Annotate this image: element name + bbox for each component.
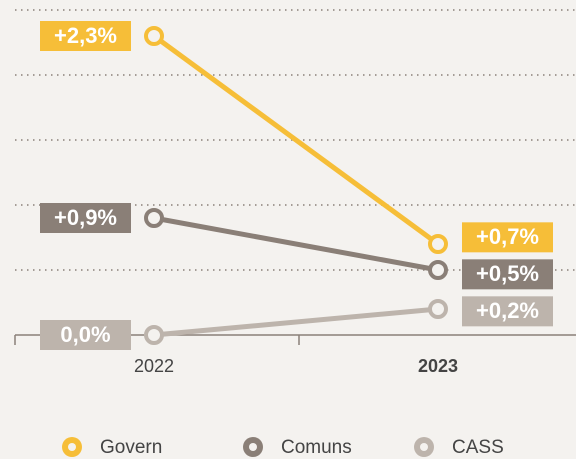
legend-label: Comuns: [281, 437, 352, 458]
legend-label: CASS: [452, 437, 504, 458]
value-label-text: +0,9%: [54, 205, 117, 230]
value-label-text: +2,3%: [54, 23, 117, 48]
legend-label: Govern: [100, 437, 162, 458]
label-box: [40, 203, 131, 233]
value-label: 0,0%: [40, 320, 131, 350]
point: [144, 26, 164, 46]
legend-marker-inner: [68, 443, 76, 451]
series-line: [153, 306, 439, 338]
point: [428, 260, 448, 280]
value-label-text: +0,7%: [476, 224, 539, 249]
value-label: +0,9%: [40, 203, 131, 233]
value-label-text: +0,2%: [476, 298, 539, 323]
value-label: +2,3%: [40, 21, 131, 51]
point: [144, 208, 164, 228]
value-label: +0,5%: [462, 259, 553, 290]
legend-marker-inner: [249, 443, 257, 451]
point: [144, 325, 164, 345]
label-box: [40, 21, 131, 51]
label-box: [40, 320, 131, 350]
legend-marker-inner: [420, 443, 428, 451]
point: [428, 234, 448, 254]
label-box: [462, 222, 553, 253]
point: [428, 299, 448, 319]
series-line: [152, 33, 440, 247]
value-label-text: +0,5%: [476, 261, 539, 286]
x-tick-label: 2022: [134, 356, 174, 376]
value-label: +0,2%: [462, 296, 553, 327]
value-label-text: 0,0%: [60, 322, 110, 347]
series-line: [153, 215, 439, 273]
label-box: [462, 296, 553, 327]
value-label: +0,7%: [462, 222, 553, 253]
x-tick-label: 2023: [418, 356, 458, 376]
label-box: [462, 259, 553, 290]
